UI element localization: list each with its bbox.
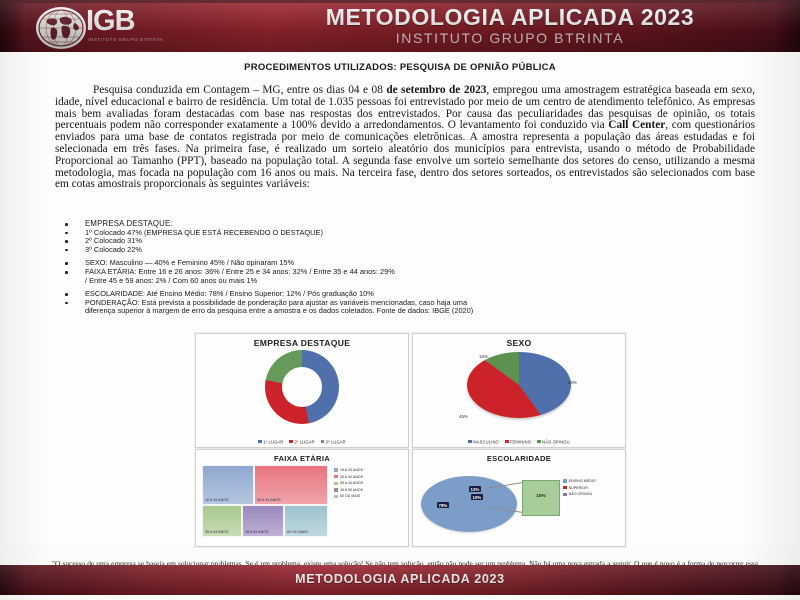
pie-label-nao-opinou: 15% <box>479 354 488 359</box>
treemap-faixa: 16 A 25 ANOS 26 A 34 ANOS 35 A 44 ANOS 45 A… <box>202 465 328 537</box>
chart-empresa-destaque: EMPRESA DESTAQUE 47% 31% 22% 1º LUGAR 2º … <box>195 333 409 448</box>
chart-escolaridade: ESCOLARIDADE 78% 12% 10% 10% ENSINO MÉDI… <box>412 449 626 547</box>
footer-title: METODOLOGIA APLICADA 2023 <box>295 572 505 586</box>
donut-label-2: 31% <box>242 402 252 407</box>
legend-item: ENSINO MÉDIO <box>563 478 623 485</box>
chart-legend-sexo: MASCULINO FEMININO NÃO OPINOU <box>413 439 625 444</box>
bullet-item: 1º Colocado 47% (EMPRESA QUE ESTÁ RECEBE… <box>55 228 765 238</box>
legend-item: 16 A 25 ANOS <box>334 467 404 474</box>
legend-item: SUPERIOR <box>563 485 623 492</box>
treemap-tile-label: 26 A 34 ANOS <box>257 497 281 502</box>
donut-label-3: 22% <box>254 364 264 369</box>
treemap-tile-label: 35 A 44 ANOS <box>205 529 229 534</box>
chart-title-empresa: EMPRESA DESTAQUE <box>253 338 351 348</box>
legend-item: 1º LUGAR <box>258 439 283 444</box>
donut-empresa <box>265 350 339 424</box>
bullet-item: diferença superior à margem de erro da p… <box>85 306 474 316</box>
footer-right-shade <box>774 565 800 595</box>
footer-banner: METODOLOGIA APLICADA 2023 <box>0 565 800 595</box>
chart-title-faixa: FAIXA ETÁRIA <box>273 454 331 463</box>
chart-title-escolaridade: ESCOLARIDADE <box>486 454 552 463</box>
donut-wrap-empresa: 47% 31% 22% <box>196 348 408 426</box>
escolaridade-label-nao-opinou: 10% <box>471 494 483 500</box>
chart-sexo: SEXO 15% 45% 40% MASCULINO FEMININO NÃO OP… <box>412 333 626 448</box>
pie-wrap-sexo: 15% 45% 40% <box>413 348 625 428</box>
footer-left-shade <box>0 565 26 595</box>
treemap-tile-label: 60 OU MAIS <box>287 529 308 534</box>
chart-legend-escolaridade: ENSINO MÉDIO SUPERIOR NÃO OPINOU <box>563 478 623 498</box>
bullet-item: / Entre 45 e 59 anos: 2% / Com 60 anos o… <box>85 275 258 285</box>
legend-item: 60 OU MAIS <box>334 493 404 500</box>
intro-paragraph: Pesquisa conduzida em Contagem – MG, ent… <box>55 84 755 191</box>
chart-title-sexo: SEXO <box>506 338 532 348</box>
legend-item: 45 A 59 ANOS <box>334 487 404 494</box>
escolaridade-callout-box: 10% <box>522 480 560 516</box>
legend-item: NÃO OPINOU <box>537 439 570 444</box>
banner-subtitle: INSTITUTO GRUPO BTRINTA <box>395 30 625 46</box>
bullet-item: 2º Colocado 31% <box>55 237 765 246</box>
pie-sexo <box>467 352 571 418</box>
page-title: PROCEDIMENTOS UTILIZADOS: PESQUISA DE OP… <box>244 62 556 73</box>
legend-item: NÃO OPINOU <box>563 491 623 498</box>
treemap-tile: 26 A 34 ANOS <box>254 465 328 505</box>
legend-item: 2º LUGAR <box>289 439 314 444</box>
legend-item: 26 A 34 ANOS <box>334 474 404 481</box>
banner-right-shade <box>774 0 800 52</box>
banner-left-shade <box>0 0 26 52</box>
chart-faixa-etaria: FAIXA ETÁRIA 16 A 25 ANOS 26 A 34 ANOS 35 … <box>195 449 409 547</box>
treemap-tile: 45 A 59 ANOS <box>242 505 284 537</box>
bullet-item: FAIXA ETÁRIA: Entre 16 e 26 anos: 36% / … <box>55 267 765 277</box>
escolaridade-label-superior: 12% <box>469 486 481 492</box>
pie-label-feminino: 45% <box>459 414 468 419</box>
chart-legend-empresa: 1º LUGAR 2º LUGAR 3º LUGAR <box>196 439 408 444</box>
treemap-tile-label: 16 A 25 ANOS <box>205 497 229 502</box>
bullet-item: EMPRESA DESTAQUE: <box>55 219 765 229</box>
escolaridade-callout-label: 10% <box>536 493 546 498</box>
logo-subtext: INSTITUTO GRUPO BTRINTA <box>88 37 164 42</box>
document-body: PROCEDIMENTOS UTILIZADOS: PESQUISA DE OP… <box>0 52 800 576</box>
globe-icon-svg <box>38 9 84 47</box>
igb-logo: IGB INSTITUTO GRUPO BTRINTA <box>36 3 163 49</box>
banner-top-edge <box>0 0 800 3</box>
legend-item: MASCULINO <box>468 439 499 444</box>
legend-item: FEMININO <box>504 439 531 444</box>
logo-text: IGB <box>86 5 136 37</box>
treemap-tile: 60 OU MAIS <box>284 505 328 537</box>
escolaridade-label-medio: 78% <box>437 502 449 508</box>
bullet-item: PONDERAÇÃO: Está prevista a possibilidad… <box>55 298 765 308</box>
variables-bullet-list: EMPRESA DESTAQUE: 1º Colocado 47% (EMPRES… <box>55 219 765 316</box>
bullet-item: SEXO: Masculino — 40% e Feminino 45% / N… <box>55 259 765 268</box>
donut-hole <box>282 367 322 407</box>
globe-icon <box>36 7 86 49</box>
bullet-item: 3º Colocado 22% <box>55 245 765 255</box>
bullet-item: ESCOLARIDADE: Até Ensino Médio: 78% / En… <box>55 290 765 299</box>
treemap-tile: 35 A 44 ANOS <box>202 505 242 537</box>
legend-item: 35 A 44 ANOS <box>334 480 404 487</box>
treemap-tile-label: 45 A 59 ANOS <box>245 529 269 534</box>
legend-item: 3º LUGAR <box>320 439 346 444</box>
charts-area: EMPRESA DESTAQUE 47% 31% 22% 1º LUGAR 2º … <box>195 333 627 558</box>
treemap-tile: 16 A 25 ANOS <box>202 465 254 505</box>
banner-title: METODOLOGIA APLICADA 2023 <box>325 4 695 30</box>
pie-label-masculino: 40% <box>568 380 577 385</box>
chart-legend-faixa: 16 A 25 ANOS 26 A 34 ANOS 35 A 44 ANOS 45 A… <box>334 467 404 500</box>
header-banner: IGB INSTITUTO GRUPO BTRINTA METODOLOGIA … <box>0 0 800 52</box>
